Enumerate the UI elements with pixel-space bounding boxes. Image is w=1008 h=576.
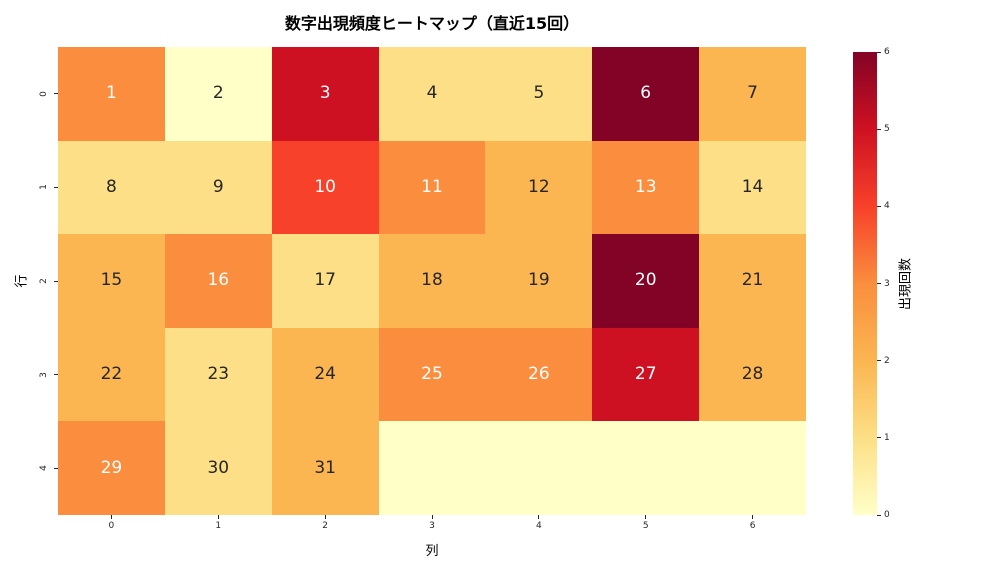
heatmap-grid: 1 2 3 4 5 6 7 8 9 10 11 12 13 14 15 16 17 18 19 20 21 22 23 24 2… [58,47,806,515]
colorbar-tick-label-4: 4 [884,201,890,212]
colorbar-tick-mark-6 [877,51,881,53]
heatmap-cell-r1c1: 9 [164,140,272,235]
y-tick-mark-3 [54,374,58,376]
colorbar-tick-mark-4 [877,205,881,207]
y-tick-mark-0 [54,93,58,95]
colorbar-tick-label-5: 5 [884,124,890,135]
heatmap-cell-r4c0: 29 [58,421,165,515]
heatmap-cell-r1c5: 13 [592,140,700,235]
heatmap-cell-r4c5 [592,421,700,515]
heatmap-cell-r0c2: 3 [271,47,379,141]
heatmap-cell-r4c2: 31 [271,421,379,515]
x-tick-mark-1 [217,515,219,519]
x-tick-label-6: 6 [749,521,756,531]
x-tick-mark-4 [538,515,540,519]
heatmap-cell-r2c5: 20 [592,234,700,328]
heatmap-cell-r1c2: 10 [271,140,379,235]
x-tick-label-1: 1 [215,521,222,531]
colorbar-tick-mark-3 [877,283,881,284]
heatmap-cell-r2c3: 18 [378,234,486,328]
heatmap-cell-r0c3: 4 [378,47,486,141]
colorbar-tick-mark-2 [877,360,881,362]
x-tick-mark-0 [110,515,112,519]
heatmap-cell-r3c5: 27 [592,327,700,422]
heatmap-cell-r1c6: 14 [699,140,806,235]
chart-title: 数字出現頻度ヒートマップ（直近15回） [284,14,580,33]
colorbar-tick-label-6: 6 [884,47,890,57]
heatmap-cell-r3c2: 24 [271,327,379,422]
heatmap-cell-r2c6: 21 [699,234,806,328]
heatmap-cell-r0c4: 5 [485,47,593,141]
colorbar [853,52,877,515]
y-tick-label-3: 3 [39,371,49,378]
heatmap-cell-r3c6: 28 [699,327,806,422]
heatmap-cell-r1c4: 12 [485,140,593,235]
x-tick-mark-3 [431,515,433,519]
x-tick-label-4: 4 [535,521,542,531]
heatmap-cell-r2c4: 19 [485,234,593,328]
y-tick-label-2: 2 [39,278,49,284]
colorbar-tick-label-1: 1 [884,432,890,443]
heatmap-cell-r1c0: 8 [58,140,165,235]
colorbar-tick-mark-5 [877,128,881,130]
x-tick-mark-2 [324,515,326,519]
colorbar-tick-label-3: 3 [884,278,890,289]
heatmap-cell-r2c1: 16 [164,234,272,328]
heatmap-cell-r4c1: 30 [164,421,272,515]
y-tick-mark-2 [54,280,58,282]
heatmap-cell-r1c3: 11 [378,140,486,235]
heatmap-cell-r4c3 [378,421,486,515]
heatmap-cell-r2c0: 15 [58,234,165,328]
x-tick-label-0: 0 [108,521,115,531]
heatmap-cell-r0c0: 1 [58,47,165,141]
x-axis-label: 列 [425,544,439,559]
heatmap-cell-r4c4 [485,421,593,515]
x-tick-mark-5 [645,515,647,519]
heatmap-cell-r0c1: 2 [164,47,272,141]
x-tick-label-3: 3 [429,521,435,531]
y-tick-label-4: 4 [39,465,49,472]
x-tick-mark-6 [752,515,754,519]
colorbar-label: 出現回数 [898,257,914,311]
heatmap-cell-r3c4: 26 [485,327,593,422]
y-tick-label-0: 0 [39,90,49,97]
heatmap-cell-r0c6: 7 [699,47,806,141]
heatmap-cell-r4c6 [699,421,806,515]
colorbar-tick-label-2: 2 [884,355,890,366]
heatmap-cell-r3c0: 22 [58,327,165,422]
y-tick-label-1: 1 [39,184,49,191]
colorbar-tick-mark-1 [877,437,881,439]
colorbar-tick-mark-0 [877,514,881,516]
y-tick-mark-1 [54,186,58,188]
x-tick-label-5: 5 [642,521,649,531]
heatmap-cell-r3c1: 23 [164,327,272,422]
x-tick-label-2: 2 [322,521,328,531]
heatmap-cell-r3c3: 25 [378,327,486,422]
colorbar-tick-label-0: 0 [884,510,890,520]
heatmap-cell-r2c2: 17 [271,234,379,328]
y-tick-mark-4 [54,467,58,469]
y-axis-label: 行 [14,274,30,288]
heatmap-cell-r0c5: 6 [592,47,700,141]
